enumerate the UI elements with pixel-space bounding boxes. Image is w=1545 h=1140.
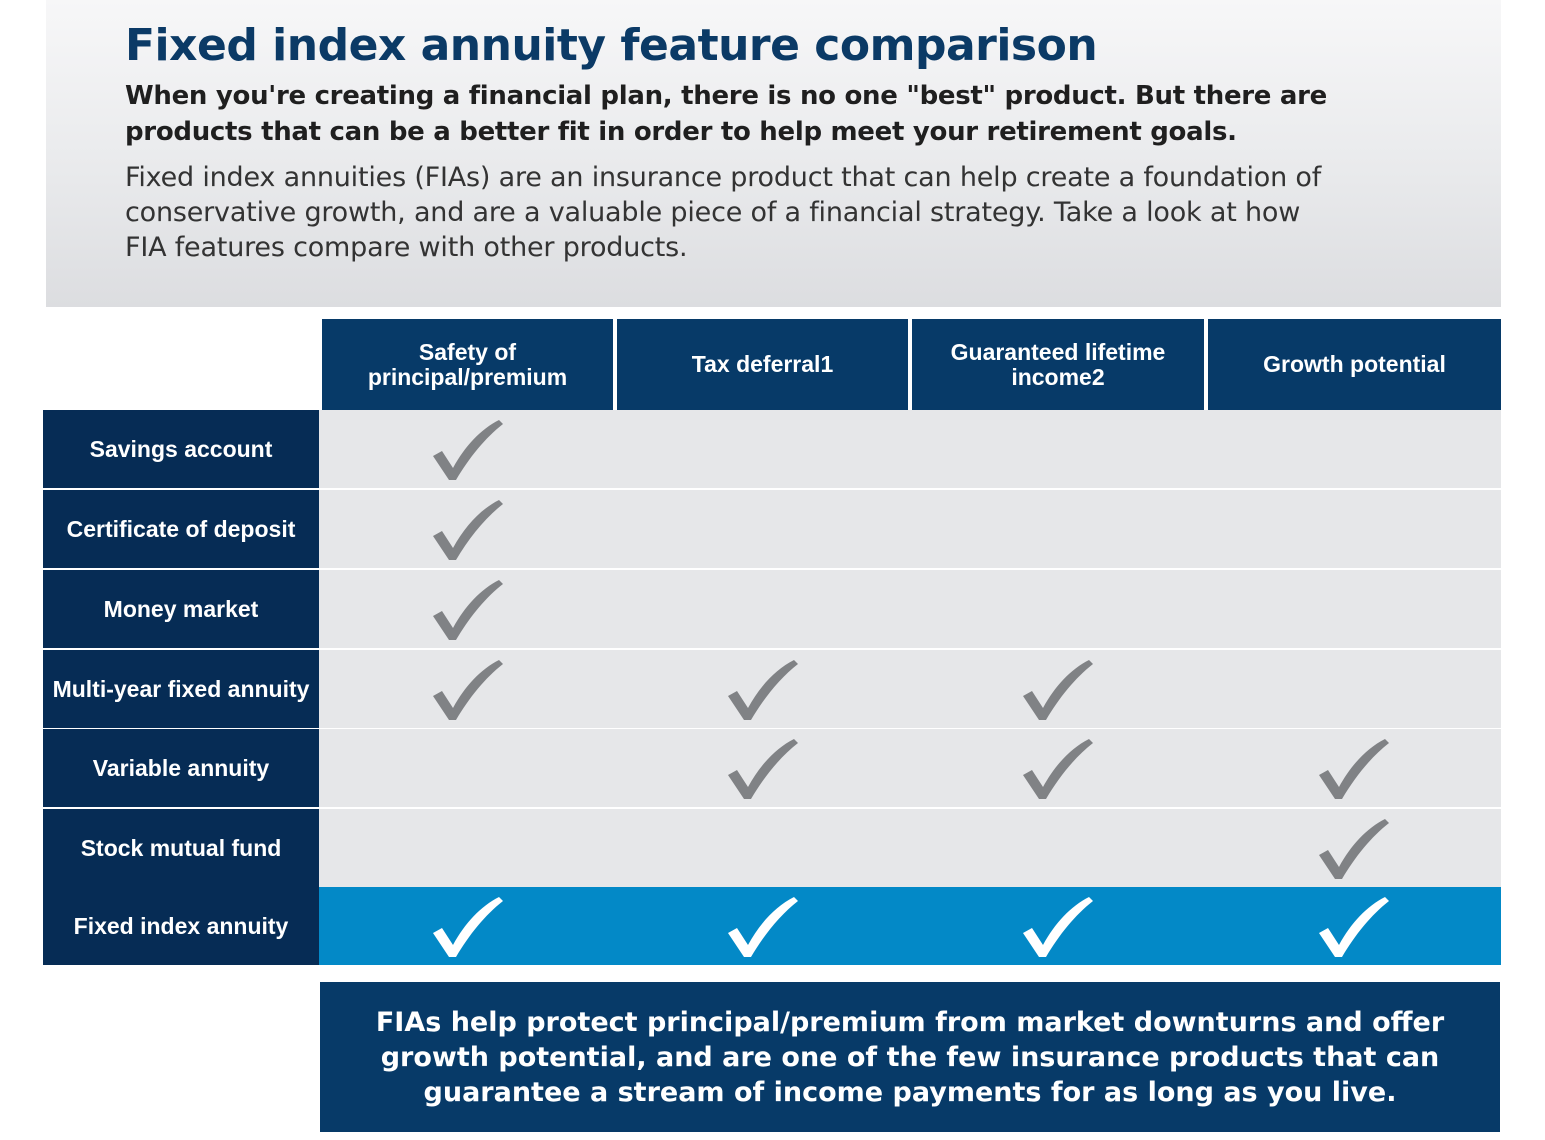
- checkmark-icon: [1319, 897, 1389, 957]
- table-row: [319, 410, 1501, 488]
- row-label: Savings account: [43, 410, 319, 488]
- checkmark-icon: [728, 739, 798, 799]
- row-label: Fixed index annuity: [43, 887, 319, 965]
- row-label: Variable annuity: [43, 729, 319, 807]
- intro-paragraph: Fixed index annuities (FIAs) are an insu…: [125, 162, 1322, 263]
- row-label: Multi-year fixed annuity: [43, 650, 319, 728]
- checkmark-icon: [1023, 660, 1093, 720]
- checkmark-icon: [1023, 739, 1093, 799]
- checkmark-icon: [433, 500, 503, 560]
- column-header-lifetime-income: Guaranteed lifetime income2: [912, 319, 1204, 410]
- checkmark-icon: [1319, 739, 1389, 799]
- checkmark-icon: [433, 420, 503, 480]
- summary-callout: FIAs help protect principal/premium from…: [320, 982, 1500, 1132]
- header-panel: [46, 0, 1501, 307]
- table-row: [319, 570, 1501, 648]
- checkmark-icon: [728, 897, 798, 957]
- column-header-growth: Growth potential: [1208, 319, 1501, 410]
- checkmark-icon: [728, 660, 798, 720]
- callout-text: FIAs help protect principal/premium from…: [375, 1006, 1445, 1108]
- checkmark-icon: [1023, 897, 1093, 957]
- column-header-tax-deferral: Tax deferral1: [617, 319, 908, 410]
- page-subtitle: When you're creating a financial plan, t…: [125, 81, 1327, 147]
- checkmark-icon: [433, 580, 503, 640]
- checkmark-icon: [433, 897, 503, 957]
- table-row: [319, 809, 1501, 887]
- checkmark-icon: [433, 660, 503, 720]
- row-label: Money market: [43, 570, 319, 648]
- page-title: Fixed index annuity feature comparison: [125, 20, 1098, 71]
- table-row: [319, 729, 1501, 807]
- table-row: [319, 490, 1501, 568]
- row-label: Stock mutual fund: [43, 809, 319, 887]
- checkmark-icon: [1319, 819, 1389, 879]
- highlighted-table-row: [319, 887, 1501, 965]
- table-row: [319, 650, 1501, 728]
- column-header-safety: Safety of principal/premium: [322, 319, 613, 410]
- row-label: Certificate of deposit: [43, 490, 319, 568]
